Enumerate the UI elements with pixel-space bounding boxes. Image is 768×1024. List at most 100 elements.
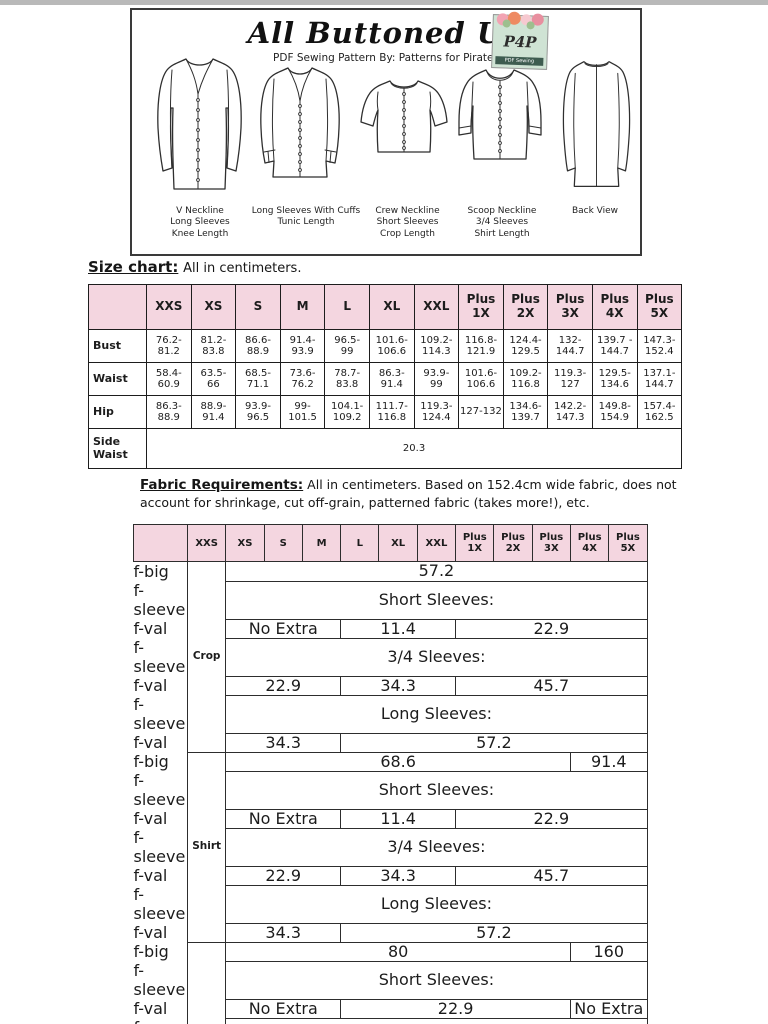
pattern-subtitle: PDF Sewing Pattern By: Patterns for Pira…	[273, 52, 499, 64]
fabric-column-header: Plus 5X	[608, 524, 648, 562]
size-cell: 157.4- 162.5	[636, 395, 683, 429]
fabric-cell: 22.9	[455, 618, 648, 639]
size-cell: 139.7 - 144.7	[591, 329, 638, 363]
fabric-garment-label: Shirt	[186, 751, 227, 943]
fabric-cell: 34.3	[340, 865, 457, 886]
garment-label: V Neckline Long Sleeves Knee Length	[170, 206, 230, 239]
size-cell: 86.3- 91.4	[368, 362, 415, 396]
size-cell: 86.6- 88.9	[235, 329, 281, 363]
size-cell: 127-132	[458, 395, 504, 429]
size-cell: 142.2- 147.3	[547, 395, 593, 429]
size-cell: 99- 101.5	[279, 395, 326, 429]
size-column-header: Plus 3X	[547, 284, 593, 330]
size-cell: 124.4- 129.5	[502, 329, 549, 363]
size-cell: 58.4- 60.9	[146, 362, 192, 396]
fabric-row: f-bigShirt 68.6 91.4	[134, 751, 648, 943]
fabric-cell: 57.2	[225, 561, 648, 582]
size-column-header: XXS	[146, 284, 192, 330]
fabric-cell: 22.9	[225, 675, 342, 696]
size-cell: 68.5- 71.1	[235, 362, 281, 396]
size-cell: 101.6- 106.6	[368, 329, 415, 363]
fabric-heading-note: All in centimeters. Based on 152.4cm wid…	[140, 477, 677, 510]
fabric-row: f-bigTunic80160	[134, 941, 648, 1024]
size-cell: 129.5- 134.6	[591, 362, 638, 396]
fabric-cell: 34.3	[225, 732, 342, 753]
fabric-row: f-sleeveLong Sleeves:	[134, 884, 648, 924]
size-cell: 132- 144.7	[547, 329, 593, 363]
size-column-header: XS	[190, 284, 237, 330]
fabric-cell: 91.4	[569, 751, 648, 772]
logo-p4p-text: P4P	[503, 32, 537, 52]
size-cell: 93.9- 96.5	[235, 395, 281, 429]
fabric-cell: Short Sleeves:	[225, 770, 648, 810]
size-cell: 149.8- 154.9	[591, 395, 638, 429]
fabric-row: f-sleeveShort Sleeves:	[134, 580, 648, 620]
size-column-header: Plus 1X	[458, 284, 504, 330]
fabric-garment-label: Tunic	[186, 941, 227, 1024]
size-cell: 119.3- 124.4	[413, 395, 460, 429]
fabric-cell: 45.7	[455, 865, 648, 886]
size-table-row: Side Waist 20.3	[88, 428, 683, 469]
size-cell: 137.1- 144.7	[636, 362, 683, 396]
garment-tunic-cuffs-illustration	[250, 60, 350, 199]
size-cell: 63.5- 66	[190, 362, 237, 396]
fabric-cell: No Extra	[225, 808, 342, 829]
fabric-cell: 57.2	[340, 732, 648, 753]
size-cell: 134.6- 139.7	[502, 395, 549, 429]
size-table-row: Hip 86.3- 88.9 88.9- 91.4 93.9- 96.5 99- 101…	[88, 395, 683, 429]
fabric-row: f-sleeve3/4 Sleeves:	[134, 827, 648, 867]
size-cell: 96.5- 99	[324, 329, 370, 363]
fabric-row: f-val No Extra 11.4 22.9	[134, 618, 648, 639]
size-chart-heading-title: Size chart:	[88, 258, 179, 276]
fabric-column-header: Plus 1X	[455, 524, 495, 562]
size-chart-heading: Size chart: All in centimeters.	[88, 258, 301, 276]
garment-vneck-knee-illustration	[147, 50, 252, 204]
size-cell: 91.4- 93.9	[279, 329, 326, 363]
fabric-cell: 57.2	[340, 922, 648, 943]
size-chart-corner-cell	[88, 284, 147, 330]
fabric-row: f-sleeve3/4 Sleeves:	[134, 637, 648, 677]
fabric-cell: 80	[225, 941, 571, 962]
fabric-cell: 3/4 Sleeves:	[225, 827, 648, 867]
garment-label: Crew Neckline Short Sleeves Crop Length	[375, 206, 440, 239]
fabric-requirements-heading: Fabric Requirements: All in centimeters.…	[140, 477, 680, 511]
size-column-header: Plus 4X	[591, 284, 638, 330]
fabric-cell: 22.9	[455, 808, 648, 829]
fabric-column-header: Plus 3X	[531, 524, 571, 562]
size-cell: 93.9- 99	[413, 362, 460, 396]
size-column-header: M	[279, 284, 326, 330]
size-cell: 76.2- 81.2	[146, 329, 192, 363]
fabric-column-header: XXS	[186, 524, 227, 562]
size-cell: 73.6- 76.2	[279, 362, 326, 396]
garment-back-view-illustration	[554, 52, 639, 201]
size-chart-header-row: XXS XS S M L XL XXL Plus 1X Plus 2X Plus 3X Plus 4…	[88, 284, 683, 330]
fabric-cell: Long Sleeves:	[225, 884, 648, 924]
fabric-row: f-sleeve3/4 Sleeves:	[134, 1017, 648, 1024]
fabric-cell: Long Sleeves:	[225, 694, 648, 734]
garment-label: Back View	[571, 206, 619, 216]
fabric-cell: 45.7	[455, 675, 648, 696]
size-chart-table: XXS XS S M L XL XXL Plus 1X Plus 2X Plus 3X Plus 4…	[88, 284, 683, 469]
size-cell: 78.7- 83.8	[324, 362, 370, 396]
fabric-cell: 22.9	[340, 998, 571, 1019]
pattern-title: All Buttoned Up	[247, 16, 525, 50]
size-cell: 116.8- 121.9	[458, 329, 504, 363]
fabric-cell: 34.3	[225, 922, 342, 943]
garment-scoop-shirt-illustration	[450, 62, 550, 184]
garment-label: Long Sleeves With Cuffs Tunic Length	[251, 206, 361, 228]
fabric-column-header: L	[340, 524, 380, 562]
size-cell: 86.3- 88.9	[146, 395, 192, 429]
fabric-cell: 34.3	[340, 675, 457, 696]
fabric-row: f-bigCrop 57.2	[134, 561, 648, 753]
fabric-cell: 11.4	[340, 618, 457, 639]
fabric-row: f-val 34.3 57.2	[134, 922, 648, 943]
fabric-row: f-sleeveShort Sleeves:	[134, 770, 648, 810]
fabric-cell: No Extra	[569, 998, 648, 1019]
size-cell: 111.7- 116.8	[368, 395, 415, 429]
fabric-cell: 3/4 Sleeves:	[225, 637, 648, 677]
fabric-column-header: Plus 2X	[493, 524, 533, 562]
fabric-cell: 160	[569, 941, 648, 962]
size-cell: 109.2- 114.3	[413, 329, 460, 363]
size-cell: 119.3- 127	[547, 362, 593, 396]
